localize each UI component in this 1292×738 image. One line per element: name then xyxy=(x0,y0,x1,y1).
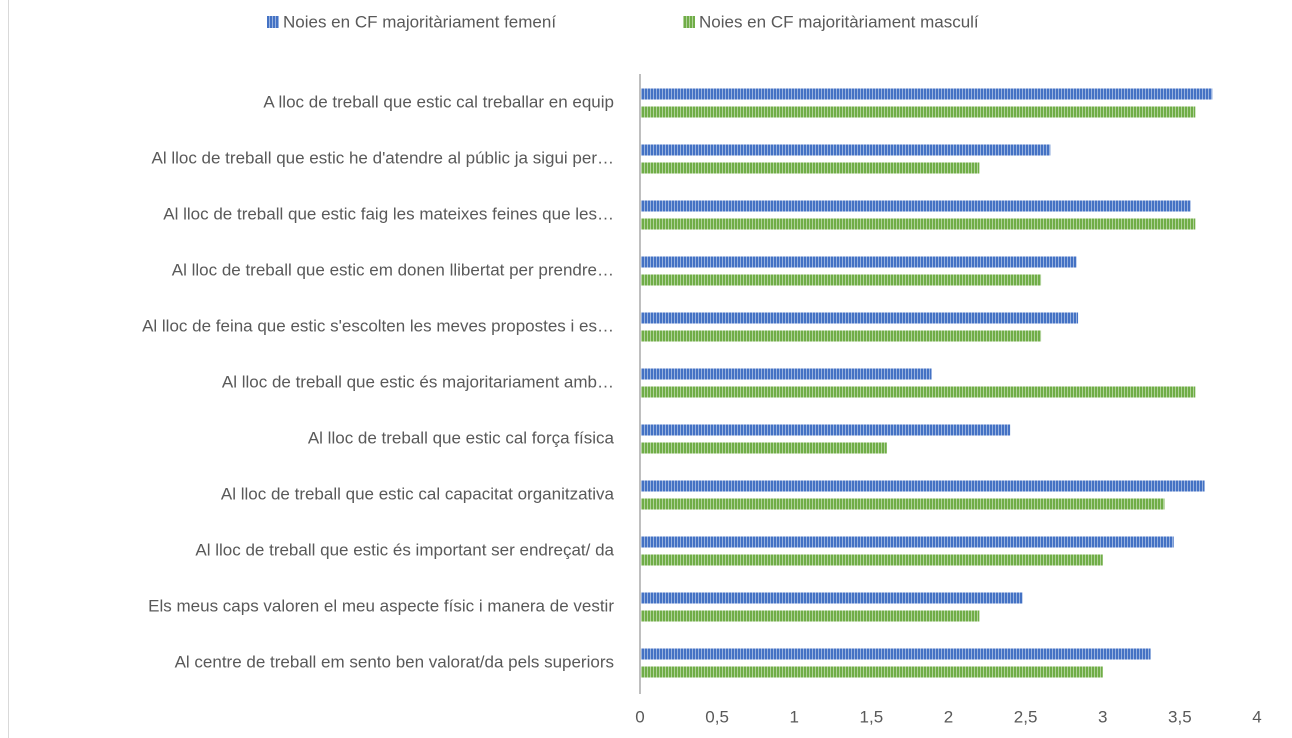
bar xyxy=(640,368,932,380)
bar xyxy=(640,312,1079,324)
bar xyxy=(640,106,1196,118)
bar xyxy=(640,442,887,454)
bar xyxy=(640,386,1196,398)
bar xyxy=(640,648,1151,660)
bar xyxy=(640,610,980,622)
bar xyxy=(640,218,1196,230)
legend-label: Noies en CF majoritàriament masculí xyxy=(699,12,979,31)
chart-frame xyxy=(8,0,9,738)
y-tick-label: Al lloc de treball que estic em donen ll… xyxy=(172,260,614,279)
legend-label: Noies en CF majoritàriament femení xyxy=(283,12,556,31)
bar xyxy=(640,666,1103,678)
y-tick-label: Al lloc de treball que estic cal força f… xyxy=(308,428,615,447)
bar xyxy=(640,498,1165,510)
y-tick-label: Al lloc de treball que estic cal capacit… xyxy=(221,484,615,503)
y-tick-label: Al lloc de treball que estic he d'atendr… xyxy=(151,148,614,167)
y-tick-label: Al centre de treball em sento ben valora… xyxy=(175,652,614,671)
x-tick-label: 0 xyxy=(635,707,644,726)
bar xyxy=(640,554,1103,566)
x-tick-label: 4 xyxy=(1252,707,1261,726)
bar xyxy=(640,200,1191,212)
x-tick-label: 2 xyxy=(944,707,953,726)
x-tick-label: 3,5 xyxy=(1168,707,1192,726)
y-tick-label: Els meus caps valoren el meu aspecte fís… xyxy=(148,596,614,615)
bar xyxy=(640,162,980,174)
bar xyxy=(640,536,1174,548)
x-tick-label: 3 xyxy=(1098,707,1107,726)
bar xyxy=(640,592,1023,604)
y-tick-label: Al lloc de treball que estic faig les ma… xyxy=(163,204,614,223)
bar xyxy=(640,424,1011,436)
bar xyxy=(640,274,1042,286)
x-tick-label: 1 xyxy=(790,707,799,726)
y-tick-label: Al lloc de treball que estic és importan… xyxy=(195,540,614,559)
y-tick-label: Al lloc de treball que estic és majorita… xyxy=(222,372,614,391)
bar xyxy=(640,256,1077,268)
x-tick-label: 0,5 xyxy=(705,707,729,726)
x-tick-label: 2,5 xyxy=(1014,707,1038,726)
bar xyxy=(640,330,1042,342)
y-tick-label: A lloc de treball que estic cal treballa… xyxy=(263,92,614,111)
x-tick-label: 1,5 xyxy=(860,707,884,726)
bar xyxy=(640,480,1205,492)
bar xyxy=(640,88,1213,100)
bar xyxy=(640,144,1051,156)
y-tick-label: Al lloc de feina que estic s'escolten le… xyxy=(142,316,614,335)
legend-swatch xyxy=(267,16,279,28)
legend-swatch xyxy=(683,16,695,28)
